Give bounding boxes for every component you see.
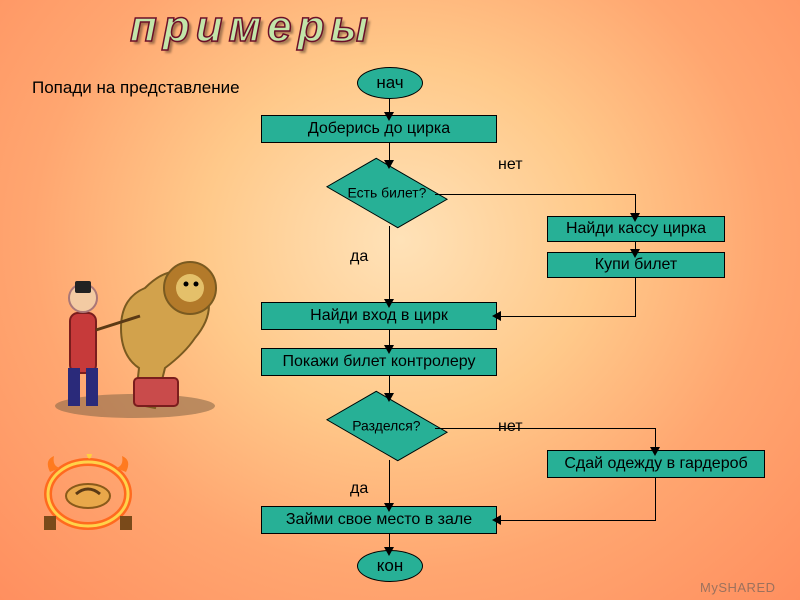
arrow-head [630,249,640,258]
arrow-head [650,447,660,456]
node-step5-text: Сдай одежду в гардероб [564,455,747,473]
subtitle: Попади на представление [32,78,240,98]
edge-segment [500,316,636,317]
edge-segment [435,194,635,195]
edge-segment [655,478,656,521]
page-title: примеры [130,2,374,52]
node-dec1-text: Есть билет? [348,185,427,201]
arrow-head [384,345,394,354]
arrow-head [630,213,640,222]
node-start: нач [357,67,423,99]
node-step2a-text: Найди кассу цирка [566,220,706,238]
node-step2b-text: Купи билет [595,256,678,274]
edge-segment [500,520,656,521]
node-step3-text: Найди вход в цирк [310,307,448,325]
label-yes1: да [350,248,368,266]
label-no1: нет [498,156,523,174]
node-step4-text: Покажи билет контролеру [283,353,476,371]
node-step1-text: Доберись до цирка [308,120,450,138]
arrow-head [384,503,394,512]
arrow-head [384,299,394,308]
arrow-head [384,160,394,169]
node-end-text: кон [377,556,403,576]
node-dec2-text: Разделся? [353,418,421,434]
node-start-text: нач [376,73,403,93]
arrow-head [492,311,501,321]
arrow-head [384,112,394,121]
node-step3: Найди вход в цирк [261,302,497,330]
fire-ring-illustration [28,454,148,532]
lion-tamer-illustration [40,218,230,418]
node-step4: Покажи билет контролеру [261,348,497,376]
label-no2: нет [498,418,523,436]
edge-segment [635,278,636,317]
node-step6: Займи свое место в зале [261,506,497,534]
edge-segment [389,460,390,506]
edge-segment [435,428,655,429]
arrow-head [492,515,501,525]
node-step6-text: Займи свое место в зале [286,511,472,529]
arrow-head [384,547,394,556]
watermark: MySHARED [700,580,776,595]
arrow-head [384,393,394,402]
node-step1: Доберись до цирка [261,115,497,143]
edge-segment [389,226,390,302]
label-yes2: да [350,480,368,498]
